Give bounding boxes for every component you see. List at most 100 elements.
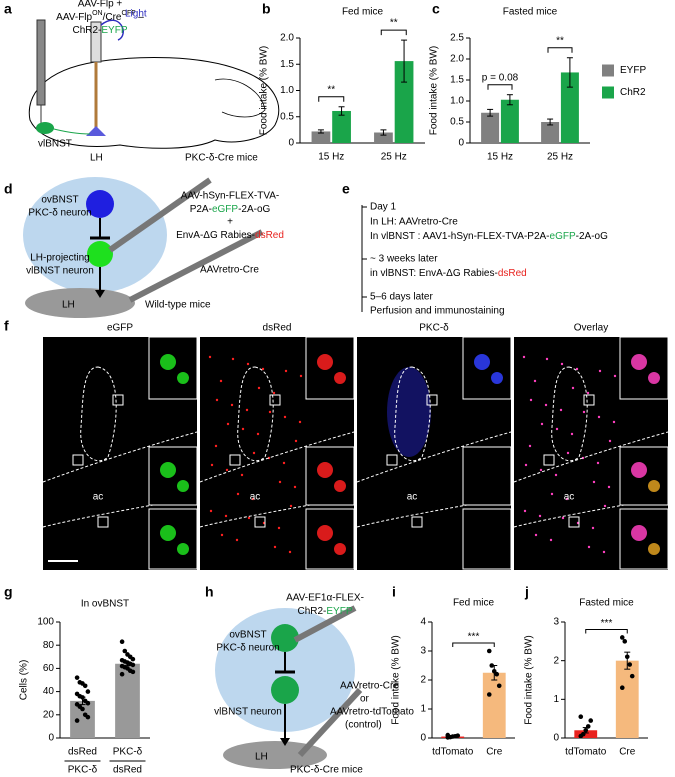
syringe <box>297 687 363 758</box>
neuron-label: vlBNST neuron <box>26 266 94 277</box>
significance-label: ** <box>390 18 398 29</box>
roi-box <box>386 454 398 466</box>
data-point <box>629 673 635 679</box>
group-label: dsRed <box>113 765 142 776</box>
inset-cell <box>177 480 189 492</box>
data-point <box>130 656 136 662</box>
cell-signal <box>209 509 213 513</box>
vlbnst-injection <box>36 122 54 134</box>
cell-signal <box>544 403 548 407</box>
ovbnst-outline <box>80 366 117 462</box>
inset-cell <box>648 372 660 384</box>
virus-text: or <box>360 694 370 705</box>
text-part: -2A-oG <box>238 204 270 215</box>
data-point <box>578 714 584 720</box>
cell-signal <box>246 362 250 366</box>
cell-signal <box>613 374 617 378</box>
inset-cell <box>160 462 176 478</box>
region-label: LH <box>62 300 75 311</box>
bnst-region <box>23 177 167 293</box>
cell-signal <box>277 526 281 530</box>
brain-outline <box>28 56 280 149</box>
timeline-text: In vlBNST : AAV1-hSyn-FLEX-TVA-P2A-eGFP-… <box>370 231 608 242</box>
syringe <box>128 229 264 303</box>
cell-signal <box>225 468 229 472</box>
cell-signal <box>554 473 558 477</box>
inset-cell <box>177 543 189 555</box>
x-tick-label: 15 Hz <box>487 152 513 163</box>
cell-signal <box>278 480 282 484</box>
virus-text: AAV-Flp + <box>78 0 123 10</box>
chart-title: Fasted mice <box>503 7 558 18</box>
neuron-label: PKC-δ neuron <box>28 208 91 219</box>
virus-text: AAV-hSyn-FLEX-TVA- <box>181 191 280 202</box>
cell-signal <box>268 410 272 414</box>
cell-signal <box>549 538 553 542</box>
inset-cell <box>631 354 647 370</box>
bar <box>115 663 140 738</box>
panel-e-timeline: Day 1 In LH: AAVretro-Cre In vlBNST : AA… <box>361 202 608 317</box>
panel-d-diagram: ovBNST PKC-δ neuron LH-projecting vlBNST… <box>23 177 284 318</box>
bar <box>332 110 351 143</box>
significance-label: p = 0.08 <box>482 72 519 83</box>
cell-signal <box>283 415 287 419</box>
cell-signal <box>236 492 240 496</box>
cell-signal <box>570 432 574 436</box>
ovbnst-outline <box>551 366 588 462</box>
cell-signal <box>523 509 527 513</box>
bar <box>541 122 560 143</box>
data-point <box>627 662 633 667</box>
ac-outline <box>356 431 512 483</box>
ac-outline <box>513 431 669 483</box>
text-part: P2A- <box>190 204 212 215</box>
panel-label: f <box>4 318 9 334</box>
cell-signal <box>272 391 276 395</box>
data-point <box>74 718 80 723</box>
arrowhead <box>280 738 290 746</box>
data-point <box>622 639 628 644</box>
virus-text: AAV-EF1α-FLEX- <box>286 593 364 604</box>
cell-signal <box>240 473 244 477</box>
syringe <box>293 605 357 643</box>
bar <box>311 131 331 143</box>
text-part: In vlBNST : AAV1-hSyn-FLEX-TVA-P2A- <box>370 231 550 242</box>
x-tick-label: Cre <box>619 747 636 758</box>
virus-text: AAV-FlpON/CreOFF – <box>56 10 144 23</box>
significance-bracket <box>318 96 345 102</box>
significance-bracket <box>487 84 513 90</box>
y-tick-label: 1.0 <box>450 96 464 107</box>
cell-signal <box>214 444 218 448</box>
neuron-label: vlBNST neuron <box>214 707 282 718</box>
x-tick-label: tdTomato <box>432 747 474 758</box>
cell-signal <box>602 550 606 554</box>
text-part: ChR2- <box>72 25 101 36</box>
virus-text: EnvA-ΔG Rabies-dsRed <box>176 230 284 241</box>
cell-signal <box>235 538 239 542</box>
bar <box>574 730 598 738</box>
panel-label: h <box>205 584 214 600</box>
inset-cell <box>317 354 333 370</box>
data-point <box>85 714 91 720</box>
data-point <box>130 662 136 668</box>
image-header: dsRed <box>263 323 292 334</box>
cell-signal <box>533 379 537 383</box>
cell-signal <box>566 451 570 455</box>
cerebellum <box>214 78 266 118</box>
neuron-label: ovBNST <box>41 195 78 206</box>
data-point <box>122 648 128 654</box>
cell-signal <box>522 355 526 359</box>
cell-signal <box>550 492 554 496</box>
panel-label: g <box>4 584 13 600</box>
cell-signal <box>591 526 595 530</box>
y-tick-label: 0.5 <box>280 111 294 122</box>
cell-signal <box>582 410 586 414</box>
significance-label: ** <box>327 84 335 95</box>
inset-cell <box>631 462 647 478</box>
text-part: /Cre <box>103 12 122 23</box>
y-tick-label: 0.5 <box>450 117 464 128</box>
virus-text: ChR2-EYFP <box>297 606 352 617</box>
x-tick-label: 15 Hz <box>318 152 344 163</box>
region-label: ac <box>407 492 418 503</box>
cell-signal <box>215 398 219 402</box>
chart-title: Fed mice <box>453 598 495 609</box>
